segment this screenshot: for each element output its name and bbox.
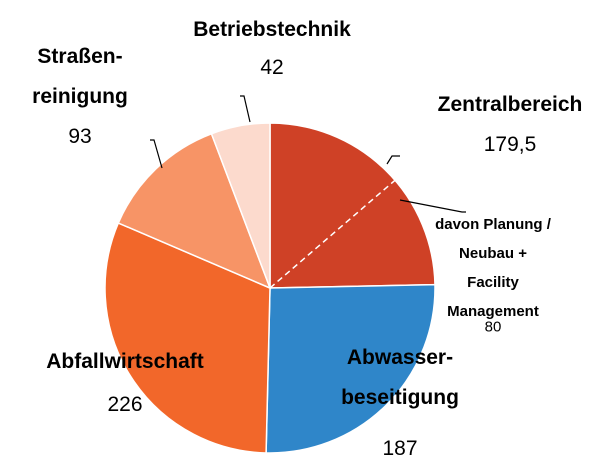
- leader-line: [399, 199, 466, 213]
- leader-line: [386, 155, 400, 165]
- leader-lines: [150, 95, 466, 213]
- pie-slice: [117, 132, 272, 290]
- pie-slice: [269, 122, 436, 289]
- name-label: Abfallwirtschaft: [46, 350, 204, 373]
- pie-slice: [210, 122, 271, 289]
- value-label: 179,5: [483, 133, 537, 156]
- name-label: Betriebstechnik: [193, 18, 351, 41]
- value-label: 187: [382, 437, 418, 460]
- leader-line: [240, 95, 251, 123]
- pie-slice: [265, 283, 436, 454]
- sub-label: 80: [484, 318, 502, 336]
- name-label: Straßen- reinigung: [32, 45, 128, 108]
- value-label: 93: [68, 125, 92, 148]
- sub-divider: [269, 179, 396, 289]
- value-label: 226: [107, 393, 143, 416]
- pie-slice: [104, 222, 271, 454]
- sub-label: davon Planung / Neubau + Facility Manage…: [435, 216, 551, 320]
- name-label: Zentralbereich: [437, 93, 583, 116]
- leader-line: [150, 139, 163, 169]
- value-label: 42: [260, 56, 284, 79]
- name-label: Abwasser- beseitigung: [341, 346, 459, 409]
